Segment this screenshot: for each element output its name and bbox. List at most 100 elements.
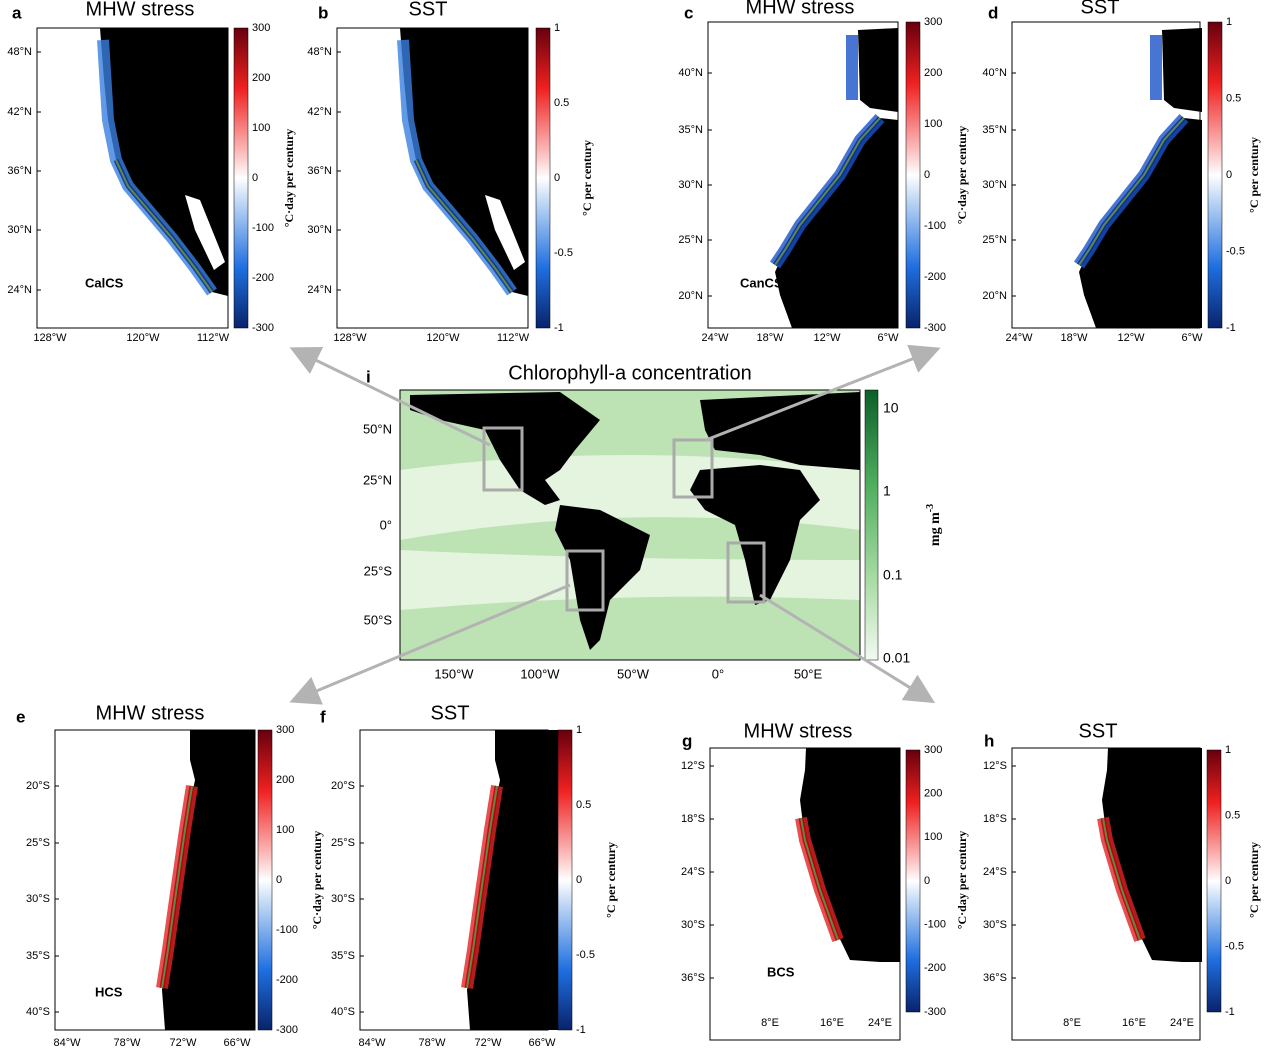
land: [467, 730, 560, 1030]
lat-label: 0°: [380, 517, 392, 532]
map-border: [709, 747, 901, 1041]
panel-title: SST: [1079, 720, 1118, 742]
region-label: BCS: [767, 964, 795, 979]
colorbar-label: °C·day per century: [955, 831, 969, 930]
lat-label: 25°S: [331, 837, 355, 849]
lat-label: 25°N: [982, 234, 1007, 246]
panel-letter: e: [16, 707, 25, 726]
colorbar-tick: 200: [276, 774, 294, 786]
map: [461, 730, 560, 1030]
lon-label: 24°E: [868, 1017, 892, 1029]
panel-title: MHW stress: [744, 720, 853, 742]
colorbar: [257, 729, 273, 1031]
region-outline: [1078, 117, 1185, 266]
lon-label: 24°E: [1170, 1017, 1194, 1029]
lat-label: 12°S: [681, 760, 705, 772]
lat-label: 50°N: [363, 421, 392, 436]
lat-label: 30°S: [26, 893, 50, 905]
lon-label: 84°W: [358, 1037, 386, 1049]
lon-label: 6°W: [878, 332, 900, 344]
colorbar-tick: 1: [1226, 16, 1232, 28]
map: [97, 28, 228, 296]
colorbar-tick: -300: [924, 322, 946, 334]
panel-title: SST: [1081, 0, 1120, 18]
region-outline: [161, 785, 193, 989]
lon-label: 112°W: [197, 332, 230, 344]
colorbar: [535, 27, 551, 329]
lon-label: 66°W: [223, 1037, 251, 1049]
lat-label: 24°N: [7, 284, 32, 296]
colorbar-tick: 100: [276, 824, 294, 836]
colorbar-tick: 1: [576, 724, 582, 736]
colorbar-label-sup: -3: [925, 504, 936, 512]
lon-label: 50°E: [794, 666, 823, 681]
colorbar-tick: -1: [1225, 1006, 1235, 1018]
lon-label: 16°E: [1122, 1017, 1146, 1029]
lat-label: 42°N: [7, 106, 32, 118]
lat-label: 20°N: [678, 290, 703, 302]
panel-title: MHW stress: [86, 0, 195, 20]
colorbar-tick: 0.5: [1225, 809, 1240, 821]
panel-letter: h: [984, 731, 994, 750]
lon-label: 78°W: [418, 1037, 446, 1049]
lon-label: 78°W: [113, 1037, 141, 1049]
map: [397, 28, 528, 296]
colorbar-tick: -100: [924, 220, 946, 232]
panel-title: SST: [431, 702, 470, 724]
land: [775, 28, 898, 328]
colorbar-tick: 0: [276, 874, 282, 886]
colorbar-tick: -300: [276, 1024, 298, 1036]
colorbar-tick: -1: [554, 322, 564, 334]
colorbar-tick: -200: [252, 272, 274, 284]
panel-letter: b: [318, 3, 328, 22]
lat-label: 30°N: [307, 224, 332, 236]
land: [700, 392, 860, 470]
lon-label: 72°W: [474, 1037, 502, 1049]
colorbar-tick: 0: [554, 172, 560, 184]
colorbar: [1207, 21, 1223, 329]
land: [690, 465, 820, 605]
colorbar-tick: 10: [883, 400, 899, 416]
lat-label: 24°S: [983, 866, 1007, 878]
panel-letter: g: [682, 731, 692, 750]
lat-label: 30°S: [983, 919, 1007, 931]
colorbar-label: °C per century: [1247, 842, 1261, 918]
colorbar-tick: 0: [576, 874, 582, 886]
lon-label: 120°W: [426, 332, 460, 344]
colorbar-tick: -300: [924, 1006, 946, 1018]
lat-label: 36°S: [983, 972, 1007, 984]
lon-label: 120°W: [126, 332, 160, 344]
region-label: CalCS: [85, 275, 124, 290]
colorbar-tick: 0: [252, 172, 258, 184]
colorbar-tick: -100: [252, 222, 274, 234]
map: [1074, 28, 1202, 328]
lat-label: 30°S: [681, 919, 705, 931]
lat-label: 40°S: [331, 1006, 355, 1018]
colorbar-tick: -200: [276, 974, 298, 986]
lat-label: 24°S: [681, 866, 705, 878]
lat-label: 42°N: [307, 106, 332, 118]
colorbar: [1206, 749, 1222, 1013]
lat-label: 20°S: [331, 780, 355, 792]
lat-label: 20°N: [982, 290, 1007, 302]
panel-letter: f: [320, 707, 326, 726]
colorbar-tick: -0.5: [1225, 940, 1244, 952]
colorbar-tick: -0.5: [1226, 245, 1245, 257]
lat-label: 40°S: [26, 1006, 50, 1018]
lat-label: 35°S: [331, 950, 355, 962]
frame: [399, 389, 861, 661]
lat-label: 50°S: [364, 612, 393, 627]
gulf: [485, 195, 525, 270]
colorbar-tick: -100: [924, 919, 946, 931]
region-outline: [1102, 817, 1141, 941]
colorbar-tick: 0.1: [883, 567, 903, 583]
colorbar-tick: 100: [924, 831, 942, 843]
lon-label: 50°W: [617, 666, 650, 681]
colorbar-label: °C per century: [1247, 137, 1261, 213]
lon-label: 0°: [712, 666, 724, 681]
panel-letter: a: [12, 3, 22, 22]
map-border: [1011, 747, 1201, 1041]
panel-title: MHW stress: [746, 0, 855, 18]
panel-letter: d: [988, 3, 998, 22]
lat-label: 25°S: [364, 563, 393, 578]
